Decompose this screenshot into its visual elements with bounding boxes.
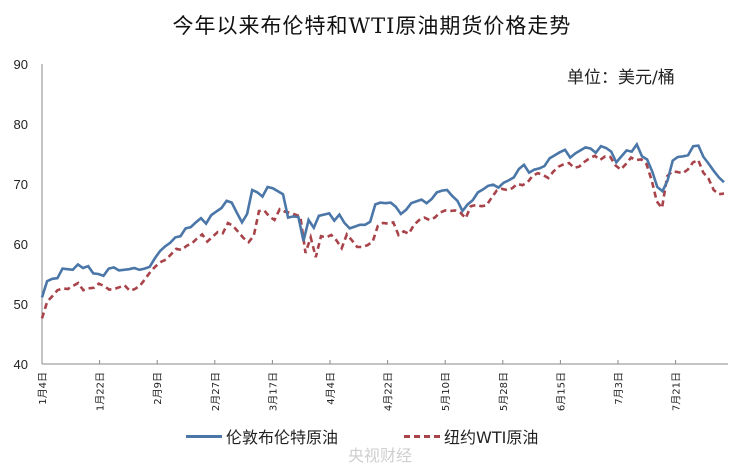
brent-series-line (40, 141, 725, 298)
y-axis: 40 50 60 70 80 90 (14, 57, 43, 372)
x-axis: 1月4日 1月22日 2月9日 2月27日 3月17日 4月4日 4月22日 5月10日 5月2… (37, 360, 728, 411)
x-tick-label: 2月27日 (210, 372, 222, 411)
dashed-line-icon (404, 434, 440, 438)
x-tick-label: 1月4日 (37, 372, 49, 405)
legend-item-brent: 伦敦布伦特原油 (186, 424, 338, 448)
chart-title: 今年以来布伦特和WTI原油期货价格走势 (172, 14, 572, 38)
y-tick-label: 80 (14, 117, 28, 132)
y-tick-label: 40 (14, 357, 28, 372)
x-tick-label: 5月28日 (498, 372, 510, 411)
x-tick-label: 6月15日 (555, 372, 567, 411)
x-tick-label: 1月22日 (95, 372, 107, 411)
unit-label: 单位：美元/桶 (567, 68, 675, 88)
x-tick-label: 7月3日 (613, 372, 625, 405)
chart-legend: 伦敦布伦特原油 纽约WTI原油 (0, 424, 744, 448)
solid-line-icon (186, 434, 222, 438)
x-tick-label: 5月10日 (440, 372, 452, 411)
line-chart: 40 50 60 70 80 90 1月4日 1月22日 2月9日 2月27日 3月17日 4月4日… (14, 57, 728, 411)
legend-label-brent: 伦敦布伦特原油 (226, 428, 339, 447)
x-tick-label: 7月21日 (671, 372, 683, 411)
legend-item-wti: 纽约WTI原油 (404, 424, 538, 448)
watermark: 央视财经 (348, 446, 413, 465)
y-tick-label: 60 (14, 237, 28, 252)
y-tick-label: 50 (14, 297, 28, 312)
x-tick-label: 3月17日 (267, 372, 279, 411)
y-tick-label: 90 (14, 57, 28, 72)
wti-series-line (40, 154, 725, 319)
x-tick-label: 4月4日 (325, 372, 337, 405)
x-tick-label: 2月9日 (152, 372, 164, 405)
legend-label-wti: 纽约WTI原油 (444, 428, 539, 447)
y-tick-label: 70 (14, 177, 28, 192)
x-tick-label: 4月22日 (383, 372, 395, 411)
